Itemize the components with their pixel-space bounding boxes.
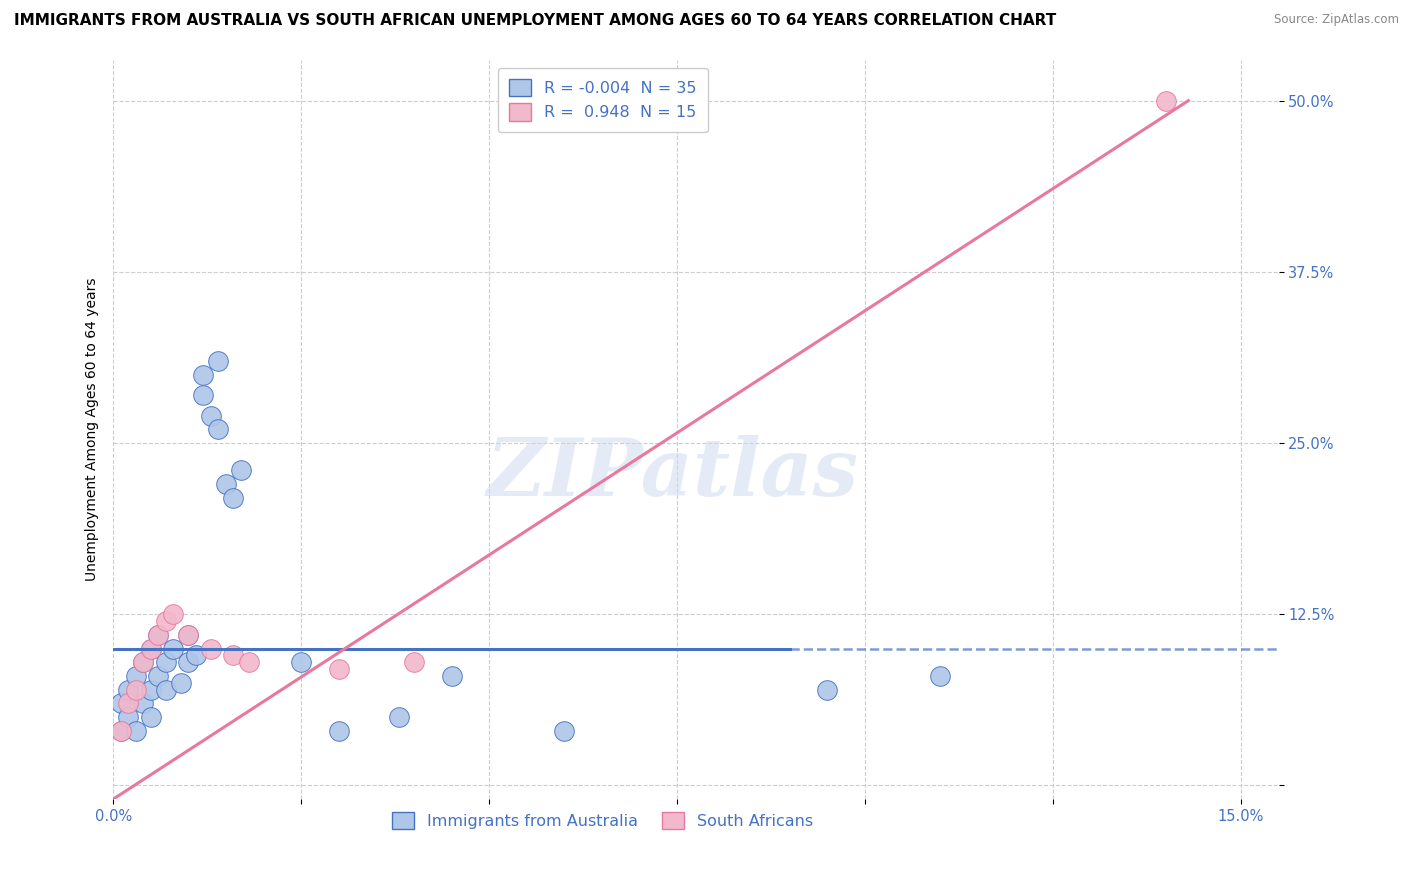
Point [148, 628, 170, 642]
Point [139, 641, 162, 656]
Point [117, 682, 139, 697]
Point [177, 628, 200, 642]
Point [170, 675, 193, 690]
Text: Source: ZipAtlas.com: Source: ZipAtlas.com [1274, 13, 1399, 27]
Point [125, 682, 148, 697]
Point [155, 655, 177, 669]
Point [177, 628, 200, 642]
Point [929, 669, 952, 683]
Point [132, 696, 155, 710]
Point [328, 662, 350, 676]
Point [125, 723, 148, 738]
Point [125, 669, 148, 683]
Point [402, 655, 425, 669]
Point [148, 628, 170, 642]
Point [222, 648, 245, 663]
Point [177, 655, 200, 669]
Point [148, 669, 170, 683]
Point [132, 655, 155, 669]
Point [139, 682, 162, 697]
Point [193, 368, 215, 382]
Point [117, 710, 139, 724]
Point [207, 422, 229, 436]
Point [162, 641, 184, 656]
Point [193, 388, 215, 402]
Legend: Immigrants from Australia, South Africans: Immigrants from Australia, South African… [385, 805, 820, 836]
Point [215, 477, 238, 491]
Point [162, 607, 184, 622]
Point [139, 710, 162, 724]
Point [207, 354, 229, 368]
Point [553, 723, 575, 738]
Point [139, 641, 162, 656]
Point [110, 723, 132, 738]
Point [155, 682, 177, 697]
Point [238, 655, 260, 669]
Text: ZIPatlas: ZIPatlas [486, 435, 859, 513]
Point [132, 655, 155, 669]
Point [200, 641, 222, 656]
Point [222, 491, 245, 505]
Point [290, 655, 312, 669]
Point [388, 710, 411, 724]
Point [328, 723, 350, 738]
Point [110, 723, 132, 738]
Point [229, 463, 252, 477]
Point [184, 648, 207, 663]
Point [117, 696, 139, 710]
Text: IMMIGRANTS FROM AUSTRALIA VS SOUTH AFRICAN UNEMPLOYMENT AMONG AGES 60 TO 64 YEAR: IMMIGRANTS FROM AUSTRALIA VS SOUTH AFRIC… [14, 13, 1056, 29]
Point [440, 669, 463, 683]
Point [110, 696, 132, 710]
Y-axis label: Unemployment Among Ages 60 to 64 years: Unemployment Among Ages 60 to 64 years [86, 277, 100, 581]
Point [200, 409, 222, 423]
Point [155, 614, 177, 628]
Point [817, 682, 839, 697]
Point [1154, 94, 1177, 108]
